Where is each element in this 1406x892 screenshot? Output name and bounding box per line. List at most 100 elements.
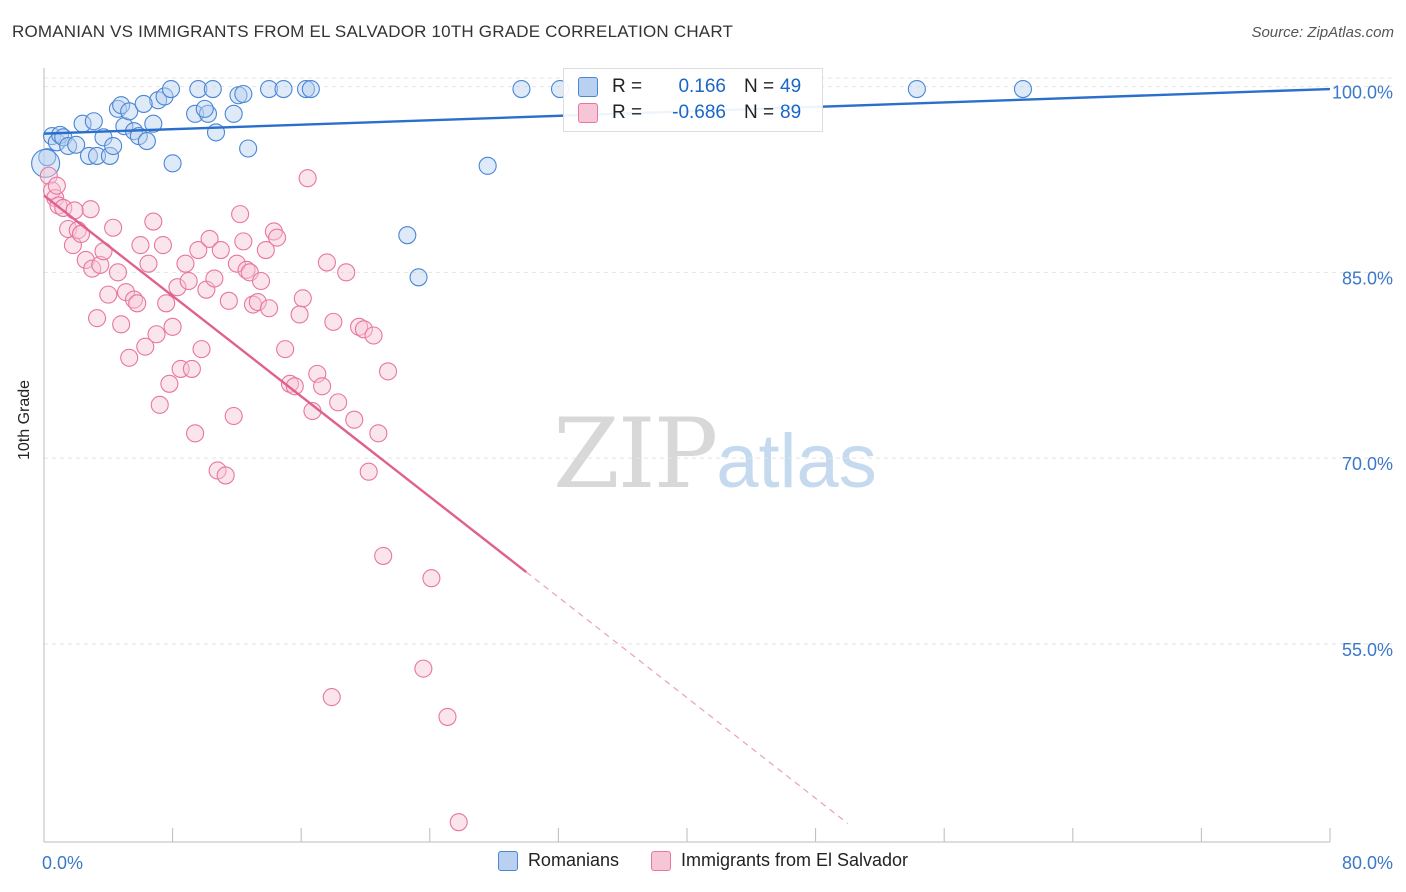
data-point — [104, 136, 123, 156]
data-point — [274, 80, 293, 99]
correlation-legend: R = 0.166 N = 49 R = -0.686 N = 89 — [563, 68, 823, 132]
data-point — [144, 114, 163, 133]
data-point — [227, 254, 246, 273]
data-point — [205, 269, 224, 288]
data-point — [239, 139, 258, 158]
data-point — [478, 156, 497, 175]
y-tick-label: 70.0% — [1342, 454, 1393, 474]
data-point — [65, 201, 84, 220]
data-point — [211, 240, 230, 260]
data-point — [163, 154, 182, 173]
data-point — [409, 268, 428, 287]
data-point — [144, 212, 163, 231]
legend-label-el-salvador: Immigrants from El Salvador — [680, 850, 909, 870]
y-tick-label: 85.0% — [1342, 268, 1393, 288]
data-point — [449, 813, 468, 832]
data-point — [907, 80, 926, 99]
data-point — [350, 317, 369, 336]
data-point — [150, 395, 169, 414]
trend-lines — [43, 87, 1331, 824]
data-point — [234, 232, 253, 251]
data-point — [192, 340, 211, 359]
data-point — [354, 320, 373, 339]
n-label: N = — [744, 102, 775, 123]
y-tick-label: 100.0% — [1332, 83, 1393, 103]
data-point — [161, 80, 181, 99]
data-point — [104, 218, 123, 237]
y-tick-label: 55.0% — [1342, 640, 1393, 660]
data-point — [337, 263, 356, 282]
data-point — [128, 294, 147, 313]
data-point — [136, 337, 155, 356]
legend-label-romanians: Romanians — [527, 850, 619, 870]
data-point — [47, 176, 66, 195]
data-point — [198, 104, 218, 123]
data-point — [438, 707, 457, 726]
data-point — [359, 462, 378, 481]
n-value-el-salvador: 89 — [780, 102, 802, 123]
watermark-zip: ZIP — [553, 398, 718, 510]
data-point — [276, 340, 295, 359]
data-point — [237, 260, 256, 279]
trend-line — [43, 194, 527, 573]
data-point — [298, 169, 317, 188]
trend-line-extrapolated — [525, 571, 849, 824]
data-point — [38, 148, 57, 167]
data-point — [378, 362, 398, 381]
data-point — [87, 309, 107, 328]
data-point — [189, 80, 208, 99]
data-point — [179, 271, 198, 291]
data-point — [189, 240, 208, 260]
data-point — [345, 410, 364, 429]
data-point — [329, 393, 348, 412]
data-point — [160, 374, 179, 393]
r-value-el-salvador: -0.686 — [672, 102, 726, 123]
data-point — [195, 99, 214, 118]
legend-swatch-romanians — [497, 850, 518, 871]
data-point — [120, 348, 139, 367]
series-el-salvador — [39, 166, 468, 832]
x-tick-label-min: 0.0% — [42, 853, 83, 873]
data-point — [290, 305, 309, 324]
data-point — [512, 80, 531, 99]
r-label: R = — [612, 102, 643, 123]
data-point — [219, 291, 238, 310]
data-point — [414, 659, 433, 678]
watermark: ZIPatlas — [553, 398, 877, 510]
data-point — [139, 254, 158, 273]
data-point — [153, 236, 173, 255]
tick-labels: 100.0% 85.0% 70.0% 55.0% 0.0% 80.0% — [42, 83, 1393, 873]
series-legend: Romanians Immigrants from El Salvador — [0, 850, 1406, 871]
data-point — [422, 569, 441, 588]
data-point — [147, 325, 166, 344]
x-tick-label-max: 80.0% — [1342, 853, 1393, 873]
data-point — [259, 80, 279, 99]
data-point — [131, 236, 150, 255]
data-point — [67, 135, 86, 154]
data-point — [100, 146, 119, 165]
n-label: N = — [744, 76, 775, 97]
data-point — [313, 377, 332, 396]
legend-item-el-salvador[interactable]: Immigrants from El Salvador — [650, 850, 909, 871]
data-point — [54, 198, 73, 217]
data-point — [224, 104, 243, 123]
data-point — [280, 374, 299, 393]
legend-item-romanians[interactable]: Romanians — [497, 850, 619, 871]
data-point — [317, 253, 336, 272]
data-point — [84, 112, 103, 131]
data-point — [87, 146, 107, 165]
data-point — [251, 271, 271, 291]
data-point — [137, 132, 156, 151]
data-point — [259, 299, 279, 318]
data-point — [182, 359, 201, 378]
data-point — [186, 424, 205, 443]
data-point — [231, 205, 250, 224]
data-point — [224, 406, 243, 426]
data-point — [99, 285, 118, 304]
data-point — [120, 102, 139, 121]
data-point — [322, 688, 341, 707]
data-point — [369, 424, 388, 443]
gridlines — [44, 77, 1392, 645]
data-point — [168, 278, 187, 297]
data-point — [176, 254, 195, 273]
